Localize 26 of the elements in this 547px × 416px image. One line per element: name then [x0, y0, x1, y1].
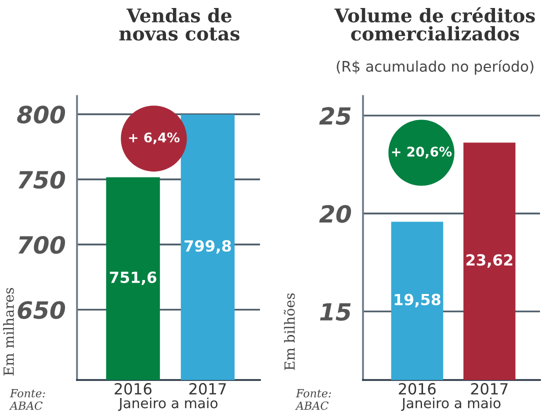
data-label: 23,62	[466, 254, 512, 268]
y-axis-title: Em bilhões	[284, 293, 295, 370]
y-tick-label: 650	[18, 301, 66, 319]
chart-subtitle: (R$ acumulado no período)	[336, 60, 534, 75]
x-axis-title: Janeiro a maio	[401, 398, 500, 411]
y-tick-label: 20	[319, 204, 352, 223]
chart-title: Volume de créditos comercializados	[334, 7, 535, 41]
x-tick-label: 2016	[398, 383, 436, 395]
annotation: + 20,6%	[392, 146, 452, 158]
data-label: 19,58	[394, 294, 440, 308]
annotation: + 6,4%	[129, 132, 180, 144]
y-axis-title: Em milhares	[3, 288, 14, 376]
source-note: Fonte: ABAC	[9, 389, 45, 410]
y-tick-label: 800	[17, 106, 66, 124]
y-tick-label: 25	[319, 107, 351, 125]
x-axis-title: Janeiro a maio	[118, 398, 218, 411]
x-tick-label: 2016	[114, 383, 152, 395]
x-tick-label: 2017	[189, 383, 226, 395]
y-tick-label: 700	[18, 236, 66, 254]
source-note: Fonte: ABAC	[295, 389, 331, 410]
chart-title: Vendas de novas cotas	[119, 8, 240, 41]
y-tick-label: 15	[320, 303, 351, 321]
data-label: 799,8	[184, 240, 231, 254]
y-tick-label: 750	[18, 170, 66, 189]
data-label: 751,6	[110, 272, 156, 286]
x-tick-label: 2017	[471, 383, 508, 395]
